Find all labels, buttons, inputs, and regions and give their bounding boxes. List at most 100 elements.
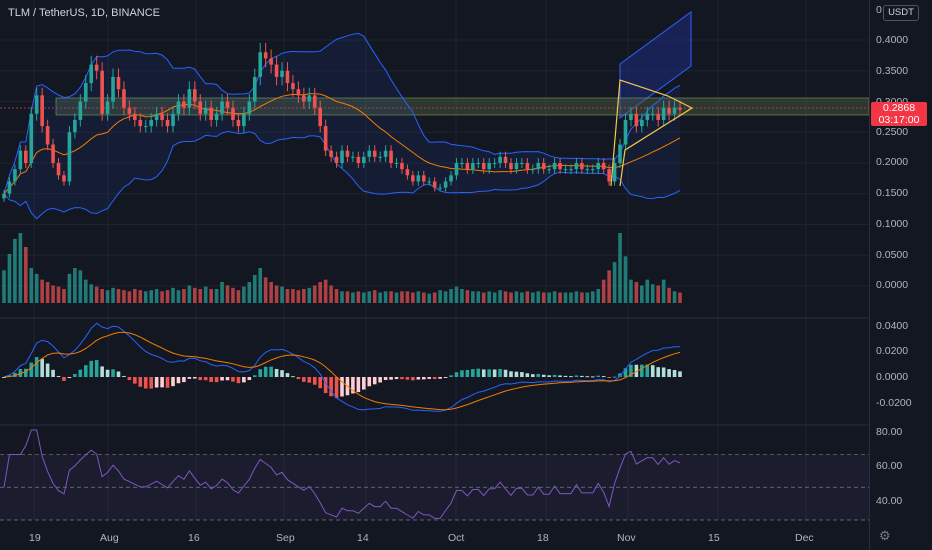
candle-body bbox=[531, 169, 535, 171]
candle-body bbox=[312, 95, 317, 108]
candle-body bbox=[302, 95, 306, 102]
candle-body bbox=[351, 156, 355, 158]
macd-histogram-bar bbox=[520, 372, 524, 377]
macd-histogram-bar bbox=[274, 368, 279, 377]
volume-bar bbox=[580, 292, 584, 303]
macd-histogram-bar bbox=[443, 377, 448, 378]
candle-body bbox=[481, 163, 486, 170]
macd-histogram-bar bbox=[89, 360, 94, 377]
macd-histogram-bar bbox=[580, 375, 584, 377]
volume-bar bbox=[198, 289, 203, 303]
volume-bar bbox=[378, 292, 382, 303]
candle-body bbox=[111, 76, 115, 102]
macd-histogram-bar bbox=[13, 372, 17, 377]
macd-histogram-bar bbox=[629, 364, 633, 377]
volume-bar bbox=[2, 270, 6, 303]
macd-histogram-bar bbox=[203, 377, 208, 381]
gear-icon[interactable]: ⚙ bbox=[879, 528, 891, 543]
candle-body bbox=[416, 175, 421, 182]
volume-bar bbox=[678, 292, 682, 303]
chart-title: TLM / TetherUS, 1D, BINANCE bbox=[8, 7, 161, 19]
volume-bar bbox=[351, 292, 355, 303]
volume-bar bbox=[45, 282, 50, 303]
candle-body bbox=[13, 169, 17, 182]
macd-tick: 0.0400 bbox=[876, 320, 909, 332]
candle-body bbox=[525, 163, 530, 170]
candle-body bbox=[601, 163, 606, 170]
macd-histogram-bar bbox=[623, 368, 628, 377]
volume-bar bbox=[362, 292, 366, 303]
volume-bar bbox=[231, 287, 235, 303]
macd-histogram-bar bbox=[138, 377, 143, 387]
volume-bar bbox=[18, 233, 23, 303]
macd-histogram-bar bbox=[421, 377, 426, 380]
volume-bar bbox=[116, 289, 121, 303]
candle-body bbox=[405, 169, 410, 176]
volume-bar bbox=[176, 290, 181, 303]
price-tick: 0.2000 bbox=[876, 156, 909, 168]
volume-bar bbox=[492, 292, 497, 303]
candle-body bbox=[618, 144, 622, 163]
candle-body bbox=[449, 175, 453, 182]
macd-histogram-bar bbox=[24, 368, 28, 377]
volume-bar bbox=[329, 285, 333, 303]
candle-body bbox=[590, 169, 595, 171]
macd-histogram-bar bbox=[465, 369, 470, 377]
macd-histogram-bar bbox=[193, 377, 197, 379]
macd-histogram-bar bbox=[372, 377, 377, 385]
price-tick: 0.2500 bbox=[876, 126, 909, 138]
volume-bar bbox=[640, 285, 644, 303]
volume-bar bbox=[672, 291, 677, 303]
volume-bar bbox=[345, 291, 350, 303]
price-axis[interactable] bbox=[869, 0, 932, 550]
candle-body bbox=[89, 64, 94, 84]
candle-body bbox=[487, 163, 491, 170]
macd-histogram-bar bbox=[236, 377, 241, 384]
macd-histogram-bar bbox=[291, 376, 295, 378]
macd-histogram-bar bbox=[209, 377, 213, 382]
candle-body bbox=[247, 101, 252, 114]
macd-histogram-bar bbox=[645, 364, 650, 377]
candle-body bbox=[340, 150, 344, 163]
candle-body bbox=[607, 169, 611, 182]
candle-body bbox=[40, 95, 44, 127]
candle-body bbox=[105, 101, 110, 114]
candle-body bbox=[116, 76, 121, 90]
volume-bar bbox=[62, 289, 66, 303]
volume-bars bbox=[2, 233, 682, 303]
macd-histogram-bar bbox=[149, 377, 153, 389]
macd-histogram-bar bbox=[667, 369, 671, 377]
macd-histogram-bar bbox=[252, 375, 257, 377]
volume-bar bbox=[73, 268, 77, 303]
candle-body bbox=[362, 156, 366, 163]
candle-body bbox=[400, 163, 404, 170]
macd-histogram-bar bbox=[449, 375, 453, 377]
candle-body bbox=[236, 119, 241, 127]
volume-bar bbox=[7, 254, 12, 303]
candle-body bbox=[454, 163, 459, 176]
candle-body bbox=[2, 193, 6, 199]
macd-histogram-bar bbox=[460, 370, 464, 377]
candle-body bbox=[471, 163, 475, 170]
volume-bar bbox=[143, 291, 148, 303]
candle-body bbox=[514, 163, 519, 170]
time-tick: 16 bbox=[188, 532, 200, 544]
macd-histogram-bar bbox=[94, 360, 99, 377]
volume-bar bbox=[372, 290, 377, 303]
candle-body bbox=[18, 150, 23, 170]
macd-histogram-bar bbox=[498, 369, 502, 377]
macd-histogram-bar bbox=[231, 377, 235, 382]
macd-histogram-bar bbox=[78, 369, 83, 377]
macd-histogram-bar bbox=[509, 371, 513, 377]
candle-body bbox=[24, 150, 28, 163]
volume-bar bbox=[400, 291, 404, 303]
macd-histogram-bar bbox=[176, 377, 181, 384]
macd-histogram-bar bbox=[547, 375, 551, 377]
macd-histogram-bar bbox=[105, 369, 110, 377]
pennant-pattern bbox=[610, 79, 694, 187]
macd-histogram-bar bbox=[601, 376, 606, 378]
volume-bar bbox=[312, 285, 317, 303]
macd-histogram-bar bbox=[334, 377, 339, 399]
currency-selector[interactable]: USDT bbox=[883, 5, 919, 21]
